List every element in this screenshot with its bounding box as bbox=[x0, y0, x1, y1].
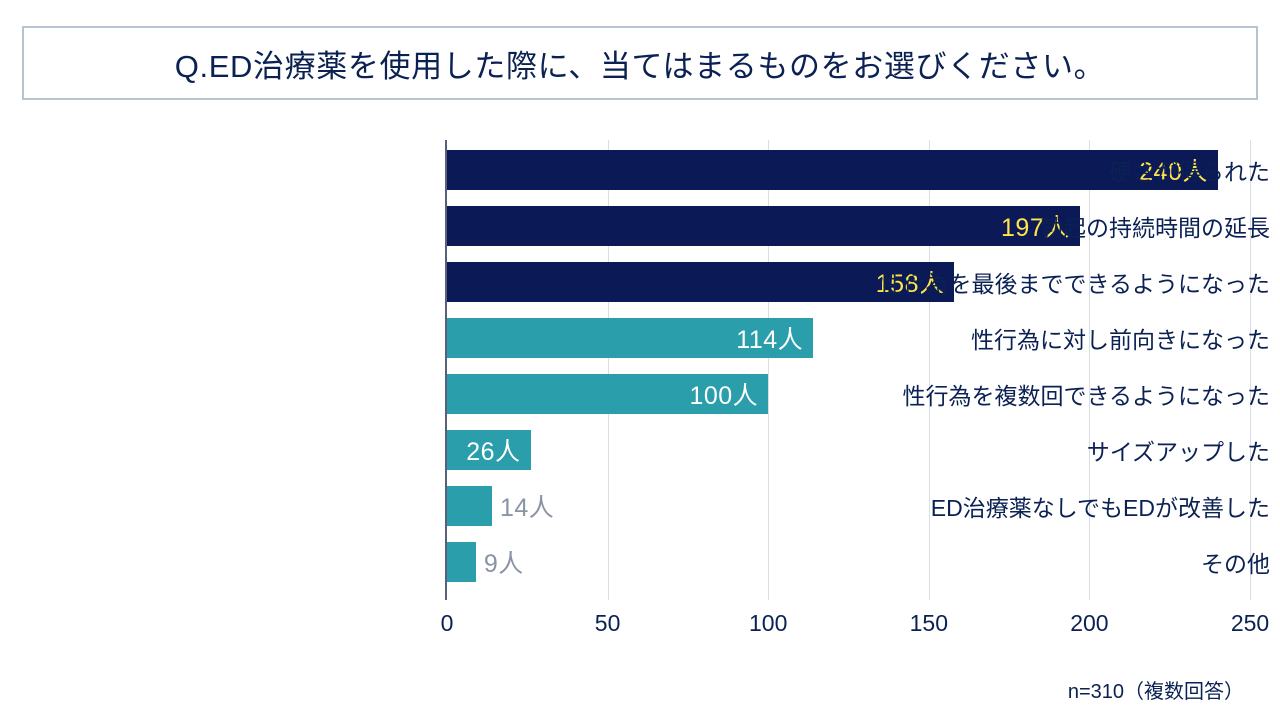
bar-value: 9人 bbox=[484, 542, 524, 582]
x-tick-label: 150 bbox=[910, 610, 948, 637]
bar-chart: 050100150200250240人197人158人114人100人26人14… bbox=[0, 140, 1280, 630]
bar-value: 26人 bbox=[447, 430, 531, 470]
category-label: 性行為を複数回できるようになった bbox=[835, 377, 1270, 411]
x-tick-label: 0 bbox=[441, 610, 454, 637]
category-label: その他 bbox=[835, 545, 1270, 579]
x-tick-label: 50 bbox=[595, 610, 621, 637]
page-root: Q.ED治療薬を使用した際に、当てはまるものをお選びください。 0 50 100 15… bbox=[0, 0, 1280, 720]
sample-size-note: n=310（複数回答） bbox=[1068, 675, 1244, 704]
page-title: Q.ED治療薬を使用した際に、当てはまるものをお選びください。 bbox=[175, 41, 1105, 86]
category-label: 性行為に対し前向きになった bbox=[835, 321, 1270, 355]
bar bbox=[447, 486, 492, 526]
category-label: 勃起の持続時間の延長 bbox=[835, 209, 1270, 243]
bar-value: 100人 bbox=[447, 374, 768, 414]
bar bbox=[447, 542, 476, 582]
x-tick-label: 250 bbox=[1231, 610, 1269, 637]
category-label: 性行為を最後までできるようになった bbox=[835, 265, 1270, 299]
bar-value: 14人 bbox=[500, 486, 554, 526]
category-label: ED治療薬なしでもEDが改善した bbox=[835, 489, 1270, 523]
category-label: 硬さが得られた bbox=[835, 153, 1270, 187]
x-tick-label: 200 bbox=[1070, 610, 1108, 637]
x-tick-label: 100 bbox=[749, 610, 787, 637]
bar-value: 114人 bbox=[447, 318, 813, 358]
category-label: サイズアップした bbox=[835, 433, 1270, 467]
title-box: Q.ED治療薬を使用した際に、当てはまるものをお選びください。 bbox=[22, 26, 1258, 100]
